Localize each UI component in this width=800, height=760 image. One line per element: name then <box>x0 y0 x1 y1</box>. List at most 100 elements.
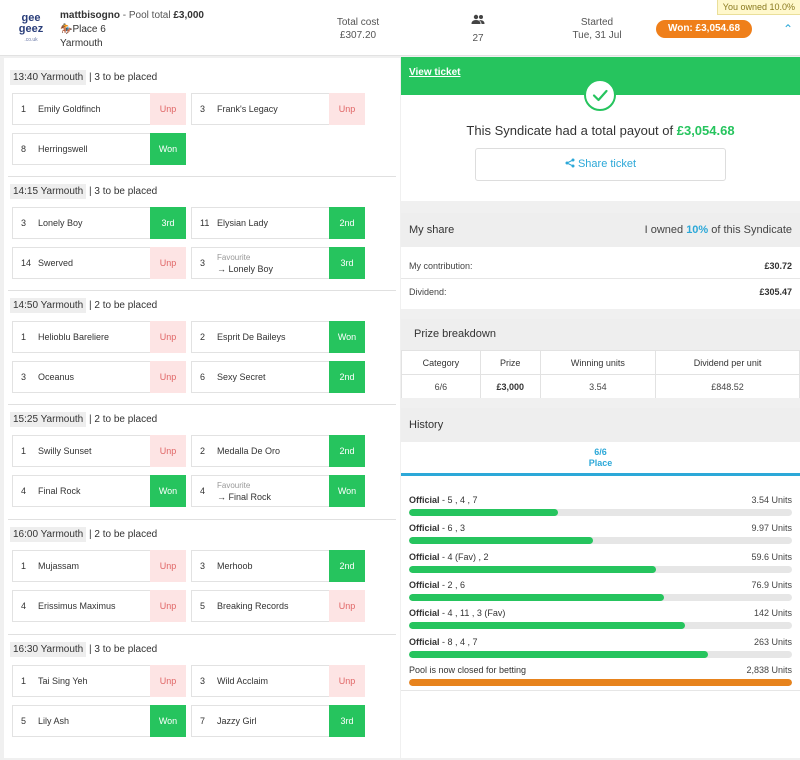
runner-number: 1 <box>21 104 27 114</box>
favourite-runner: → Final Rock <box>217 492 271 503</box>
progress-fill <box>409 537 593 545</box>
race-places: | 3 to be placed <box>86 644 158 655</box>
won-badge: Won: £3,054.68 <box>656 20 752 38</box>
history-units: 263 Units <box>753 636 792 647</box>
runner-number: 3 <box>200 104 206 114</box>
runner-name: Final Rock <box>38 486 81 496</box>
result-badge: 3rd <box>150 207 186 239</box>
logo-line3: .co.uk <box>24 37 38 43</box>
selection-card: 1 Tai Sing Yeh Unp <box>12 665 186 697</box>
logo-line1: gee <box>21 12 41 24</box>
owned-tag: You owned 10.0% <box>716 0 800 15</box>
race-places: | 3 to be placed <box>86 72 158 83</box>
runner-number: 1 <box>21 446 27 456</box>
history-numbers: - 6 , 3 <box>439 523 466 534</box>
history-row: Official - 8 , 4 , 7 263 Units <box>409 636 792 664</box>
owned-share-text: I owned 10% of this Syndicate <box>645 213 792 247</box>
col-winning-units: Winning units <box>539 350 657 375</box>
selection-card: 4 Erissimus Maximus Unp <box>12 590 186 622</box>
history-numbers: - 8 , 4 , 7 <box>439 636 478 647</box>
history-label: Official - 2 , 6 <box>409 579 465 591</box>
pool-closed-units: 2,838 Units <box>746 664 792 675</box>
race-divider <box>8 404 396 405</box>
selection-card: 4 Final Rock Won <box>12 475 186 507</box>
prize-breakdown-header: Prize breakdown <box>401 319 800 350</box>
prize-breakdown-title: Prize breakdown <box>414 328 496 340</box>
race-header: 14:15 Yarmouth | 3 to be placed <box>10 182 157 202</box>
selection-card: 3 Oceanus Unp <box>12 361 186 393</box>
result-badge: 2nd <box>329 361 365 393</box>
tab-line1: 6/6 <box>594 447 607 457</box>
runner-number: 2 <box>200 446 206 456</box>
result-badge: Won <box>150 475 186 507</box>
cell-prize: £3,000 <box>479 374 541 399</box>
runner-name: Elysian Lady <box>217 218 269 228</box>
runner-number: 4 <box>200 486 206 496</box>
history-type: Official <box>409 495 440 505</box>
history-numbers: - 2 , 6 <box>439 579 466 590</box>
progress-track <box>409 565 792 573</box>
runner-number: 2 <box>200 332 206 342</box>
started: Started Tue, 31 Jul <box>566 16 628 42</box>
my-share-title: My share <box>409 224 455 236</box>
runner-name: Erissimus Maximus <box>38 601 116 611</box>
selection-card: 3 Merhoob 2nd <box>191 550 365 582</box>
selection-card: 2 Medalla De Oro 2nd <box>191 435 365 467</box>
contribution-label: My contribution: <box>409 261 473 271</box>
view-ticket-link[interactable]: View ticket <box>409 67 461 78</box>
result-badge: Unp <box>150 361 186 393</box>
runner-number: 4 <box>21 601 27 611</box>
progress-fill <box>409 509 559 516</box>
result-badge: Unp <box>150 435 186 467</box>
result-badge: 2nd <box>329 435 365 467</box>
runner-number: 8 <box>21 144 27 154</box>
history-row: Official - 5 , 4 , 7 3.54 Units <box>409 494 792 522</box>
progress-fill <box>409 593 664 601</box>
history-units: 142 Units <box>753 608 792 619</box>
result-badge: Won <box>150 133 186 165</box>
runner-number: 11 <box>200 218 210 228</box>
progress-fill <box>409 650 708 658</box>
race-divider <box>8 176 396 177</box>
runner-number: 3 <box>200 561 206 571</box>
selection-card: 7 Jazzy Girl 3rd <box>191 705 365 737</box>
owned-pct: 10% <box>686 224 709 236</box>
result-badge: 2nd <box>329 207 365 239</box>
history-label: Official - 6 , 3 <box>409 522 465 534</box>
race-places: | 3 to be placed <box>86 186 158 197</box>
runner-name: Lily Ash <box>38 716 70 726</box>
dividend-row: Dividend: £305.47 <box>409 284 792 300</box>
runner-number: 3 <box>21 218 27 228</box>
history-units: 76.9 Units <box>751 579 792 590</box>
runner-name: Herringswell <box>38 144 88 154</box>
runner-number: 4 <box>21 486 27 496</box>
bet-type: Place 6 <box>72 24 106 35</box>
history-row: Official - 4 , 11 , 3 (Fav) 142 Units <box>409 607 792 635</box>
tab-place-6-6[interactable]: 6/6 Place <box>401 442 800 476</box>
result-badge: Won <box>150 705 186 737</box>
started-date: Tue, 31 Jul <box>572 30 622 41</box>
history-units: 9.97 Units <box>751 523 792 534</box>
divider <box>401 690 800 691</box>
prize-breakdown-table: Category Prize Winning units Dividend pe… <box>401 350 800 399</box>
result-badge: Unp <box>329 590 365 622</box>
contribution-value: £30.72 <box>764 261 792 271</box>
race-header: 16:30 Yarmouth | 3 to be placed <box>10 640 157 660</box>
history-type: Official <box>409 636 440 647</box>
selection-card: 4 Favourite → Final Rock Won <box>191 475 365 507</box>
share-ticket-button[interactable]: Share ticket <box>475 148 726 181</box>
history-type: Official <box>409 579 440 590</box>
geegeez-logo[interactable]: gee geez .co.uk <box>14 12 48 44</box>
username: mattbisogno <box>60 10 120 21</box>
runner-number: 5 <box>200 601 206 611</box>
runner-number: 3 <box>21 372 27 382</box>
result-badge: Unp <box>150 665 186 697</box>
race-places: | 2 to be placed <box>86 414 158 425</box>
race-time: 16:00 Yarmouth <box>10 527 87 542</box>
result-badge: Won <box>329 321 365 353</box>
total-cost-value: £307.20 <box>339 30 377 41</box>
chevron-up-icon[interactable]: ⌃ <box>783 22 794 36</box>
horse-icon: 🏇 <box>60 24 73 35</box>
col-dividend-per-unit: Dividend per unit <box>655 350 800 375</box>
selection-card: 5 Lily Ash Won <box>12 705 186 737</box>
